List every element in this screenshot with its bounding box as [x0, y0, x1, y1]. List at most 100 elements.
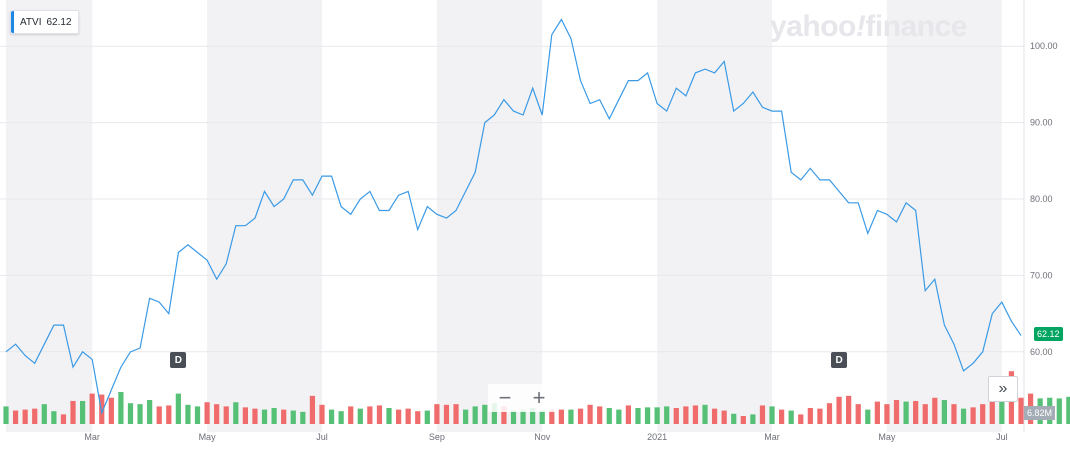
volume-bar	[664, 406, 670, 424]
volume-bar	[702, 404, 708, 424]
volume-bar	[759, 405, 766, 424]
month-band	[886, 0, 1002, 432]
volume-bar	[376, 405, 383, 424]
volume-bar	[233, 402, 239, 424]
volume-bar	[999, 394, 1005, 424]
month-band	[207, 0, 322, 432]
ticker-color-marker	[11, 11, 14, 33]
x-tick-label: Mar	[84, 432, 100, 442]
volume-bar	[960, 408, 967, 424]
volume-bar	[711, 408, 718, 424]
volume-bar	[443, 404, 450, 424]
month-bands	[6, 0, 1002, 432]
volume-bar	[769, 406, 775, 424]
volume-bar	[319, 404, 325, 424]
volume-bar	[817, 408, 823, 424]
zoom-out-button[interactable]: −	[488, 384, 522, 412]
volume-bar	[214, 404, 220, 424]
ticker-price: 62.12	[46, 16, 72, 28]
scroll-forward-button[interactable]: »	[988, 376, 1018, 402]
grid-lines	[0, 0, 1025, 432]
volume-bar	[491, 403, 497, 424]
volume-bar	[922, 404, 928, 424]
volume-bar	[367, 406, 373, 424]
ticker-badge[interactable]: ATVI 62.12	[10, 10, 79, 34]
volume-bar	[721, 410, 727, 424]
volume-bar	[290, 410, 296, 424]
volume-bar	[798, 414, 804, 424]
x-tick-label: Sep	[429, 432, 445, 442]
volume-bar	[549, 409, 555, 424]
volume-bar	[568, 409, 574, 424]
volume-bar	[328, 409, 335, 424]
volume-bar	[941, 400, 948, 424]
price-line	[5, 18, 1022, 416]
volume-bar	[692, 405, 699, 424]
x-tick-label: Nov	[534, 432, 551, 442]
zoom-controls: − +	[488, 384, 556, 412]
volume-bar	[166, 405, 172, 424]
x-tick-label: Jul	[996, 432, 1008, 442]
volume-bar	[731, 413, 737, 424]
y-tick-label: 90.00	[1030, 118, 1053, 128]
volume-bar	[855, 404, 861, 424]
volume-bar	[1066, 396, 1070, 424]
volume-bar	[108, 397, 114, 424]
volume-bar	[261, 409, 268, 424]
volume-bar	[300, 411, 306, 424]
month-band	[6, 0, 93, 432]
volume-bar	[175, 393, 181, 424]
volume-bar	[338, 411, 344, 424]
volume-bar	[846, 395, 852, 424]
volume-bar	[865, 409, 871, 424]
volume-bar	[89, 393, 95, 424]
volume-bar	[558, 409, 564, 424]
volume-bar	[242, 407, 248, 424]
volume-bar	[118, 392, 124, 424]
volume-bar	[807, 408, 813, 424]
volume-bar	[51, 411, 57, 424]
volume-bar	[156, 406, 162, 424]
volume-bar	[137, 404, 143, 424]
volume-bar	[271, 408, 277, 424]
volume-bar	[826, 403, 833, 424]
volume-bar	[453, 404, 459, 424]
volume-bar	[625, 405, 632, 424]
volume-bar	[635, 408, 641, 424]
volume-bar	[147, 400, 153, 424]
volume-bar	[185, 404, 191, 424]
volume-bar	[472, 406, 478, 424]
volume-bar	[434, 404, 440, 424]
volume-bar	[951, 404, 957, 424]
volume-bar	[884, 404, 890, 424]
volume-bar	[913, 400, 919, 424]
volume-bar	[740, 416, 746, 424]
volume-bar	[482, 404, 488, 424]
volume-bar	[60, 414, 67, 424]
volume-bar	[386, 408, 392, 424]
volume-bar	[395, 409, 402, 424]
x-axis: MarMayJulSepNov2021MarMayJulSepNov2022	[84, 432, 1008, 442]
zoom-in-button[interactable]: +	[522, 384, 556, 412]
ticker-symbol: ATVI	[20, 16, 42, 28]
volume-bar	[127, 403, 134, 424]
volume-bar	[577, 408, 584, 424]
double-chevron-right-icon: »	[998, 380, 1008, 397]
volume-bar	[501, 406, 507, 424]
x-tick-label: 2021	[647, 432, 667, 442]
volume-bar	[539, 410, 545, 424]
yahoo-finance-logo: yahoo!finance	[770, 10, 967, 43]
y-axis: 100.00 90.00 80.00 70.00 60.00	[1030, 41, 1058, 357]
volume-bar	[204, 402, 210, 424]
x-tick-label: May	[199, 432, 217, 442]
volume-bar	[415, 411, 421, 424]
month-band	[436, 0, 543, 432]
volume-bar	[12, 410, 19, 424]
y-tick-label: 80.00	[1030, 194, 1053, 204]
dividend-marker[interactable]: D	[170, 352, 187, 368]
volume-bar	[980, 404, 986, 424]
volume-bar	[874, 401, 880, 424]
dividend-marker[interactable]: D	[831, 352, 848, 368]
month-band	[657, 0, 773, 432]
